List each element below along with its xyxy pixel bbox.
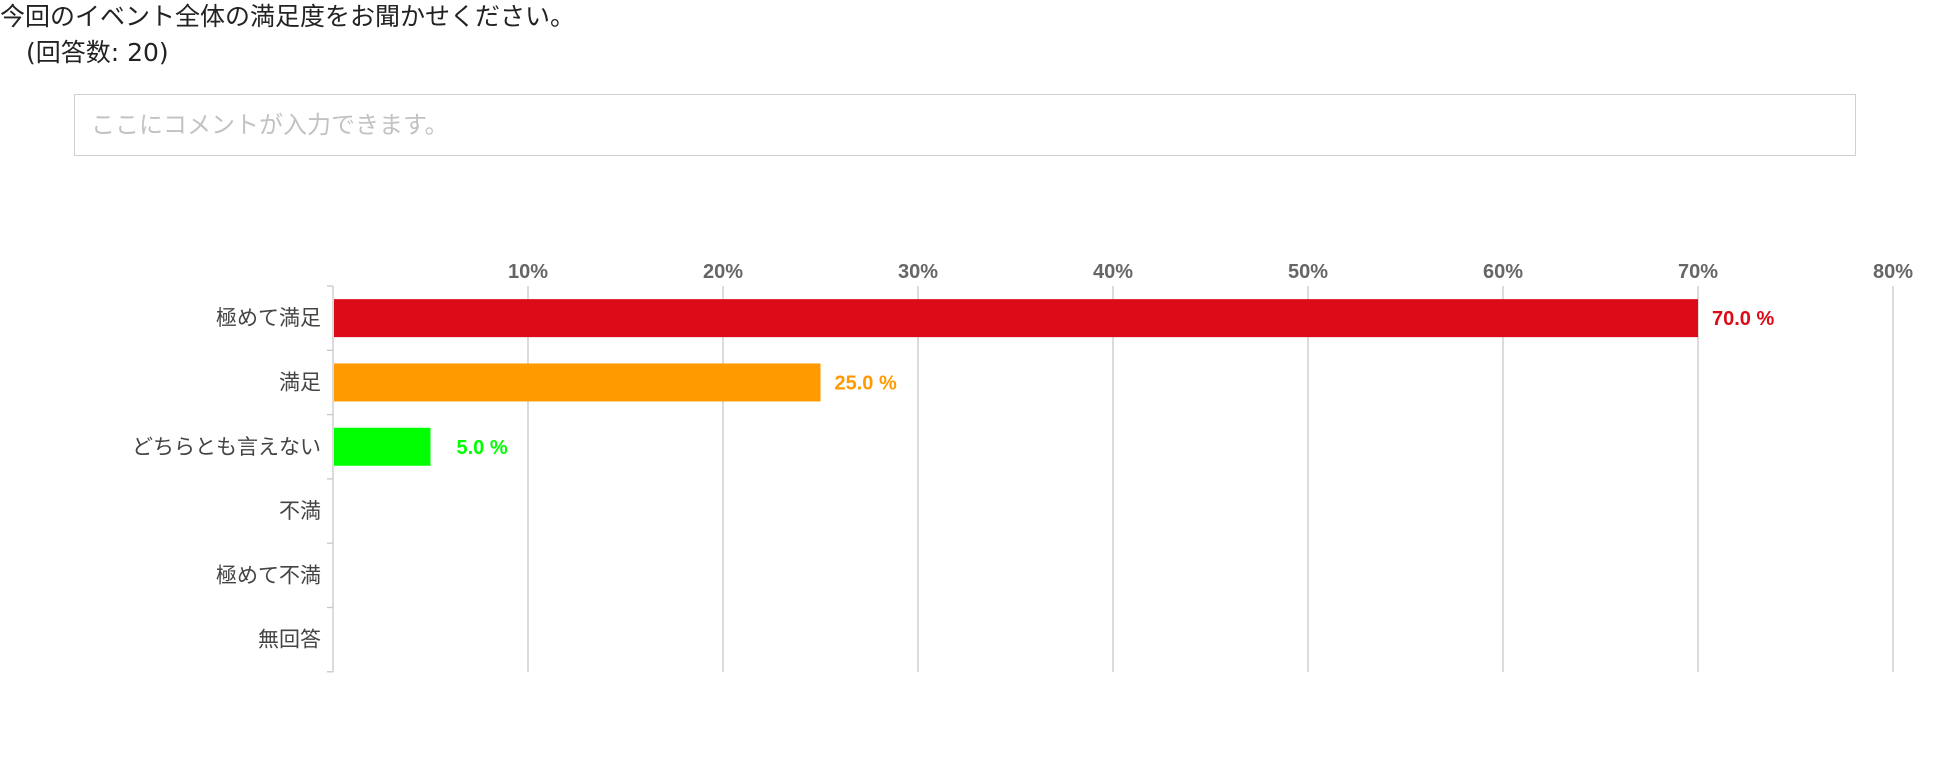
bar-chart-svg: 10% 20% 30% 40% 50% 60% 70% 80% 極めて満足 70.0 % 満足 25.… <box>132 261 1913 673</box>
comment-input[interactable] <box>74 94 1856 156</box>
x-tick-label: 20% <box>703 261 743 283</box>
category-label: 極めて満足 <box>216 307 321 330</box>
x-tick-label: 30% <box>898 261 938 283</box>
data-label: 5.0 % <box>457 437 508 459</box>
category-label: 無回答 <box>258 629 321 652</box>
x-tick-label: 10% <box>508 261 548 283</box>
bar-chart: 10% 20% 30% 40% 50% 60% 70% 80% 極めて満足 70.0 % 満足 25.… <box>0 240 1950 680</box>
x-tick-label: 50% <box>1288 261 1328 283</box>
category-label: 極めて不満 <box>216 564 321 587</box>
question-title: 今回のイベント全体の満足度をお聞かせください。 <box>0 2 576 31</box>
category-label: 満足 <box>279 371 321 394</box>
x-tick-label: 40% <box>1093 261 1133 283</box>
x-tick-label: 70% <box>1678 261 1718 283</box>
data-label: 70.0 % <box>1712 308 1774 330</box>
category-label: どちらとも言えない <box>132 436 321 459</box>
bar <box>334 427 431 466</box>
bar <box>334 299 1698 338</box>
x-tick-label: 80% <box>1873 261 1913 283</box>
data-label: 25.0 % <box>835 372 897 394</box>
response-count: (回答数: 20) <box>26 38 169 67</box>
x-tick-label: 60% <box>1483 261 1523 283</box>
category-label: 不満 <box>279 500 321 523</box>
bar <box>334 363 821 402</box>
